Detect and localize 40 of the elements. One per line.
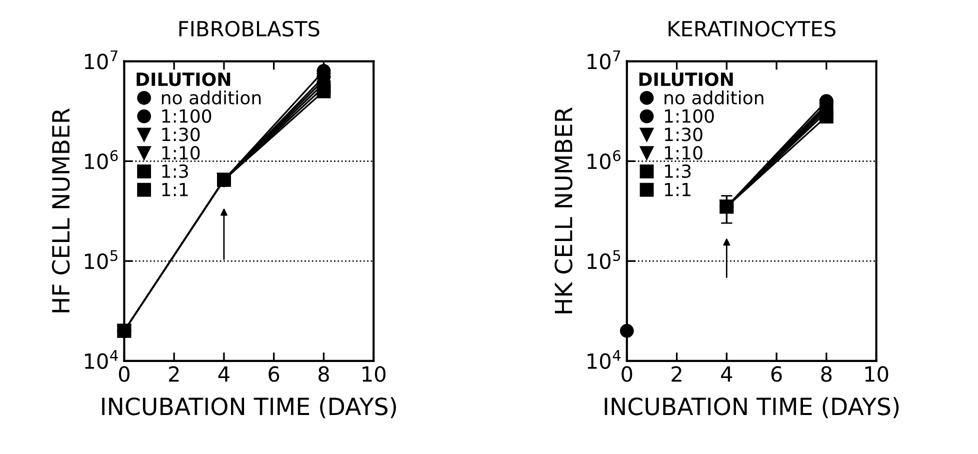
x-tick-label: 10 <box>865 366 888 382</box>
legend-label: 1:3 <box>162 164 188 178</box>
y-axis-title: HK CELL NUMBER <box>554 107 572 314</box>
legend-label: no addition <box>664 90 764 104</box>
legend-label: 1:100 <box>162 109 212 123</box>
y-tick-label: 10$^{7}$ <box>588 50 620 70</box>
x-tick-label: 2 <box>168 366 179 382</box>
x-tick-label: 6 <box>268 366 280 382</box>
x-tick-label: 0 <box>622 366 632 382</box>
x-tick-label: 6 <box>771 366 782 382</box>
x-tick-label: 8 <box>821 366 832 382</box>
x-tick-label: 0 <box>118 366 130 382</box>
legend-label: no addition <box>162 90 261 104</box>
y-tick-label: 10$^{5}$ <box>588 250 620 270</box>
y-tick-label: 10$^{7}$ <box>84 50 118 70</box>
x-tick-label: 10 <box>362 366 386 382</box>
legend-label: 1:10 <box>162 146 200 160</box>
chart-title: FIBROBLASTS <box>179 20 320 37</box>
legend-label: 1:30 <box>162 128 200 142</box>
legend-label: 1:30 <box>664 128 702 142</box>
x-tick-label: 8 <box>318 366 329 382</box>
y-tick-label: 10$^{5}$ <box>84 250 118 270</box>
y-tick-label: 10$^{4}$ <box>84 350 118 369</box>
chart-title: KERATINOCYTES <box>668 20 836 37</box>
x-tick-label: 4 <box>218 366 230 382</box>
y-tick-label: 10$^{6}$ <box>84 150 118 170</box>
x-tick-label: 4 <box>721 366 732 382</box>
legend-label: 1:1 <box>162 182 188 196</box>
legend-title: DILUTION <box>639 72 733 86</box>
x-axis-title: INCUBATION TIME (DAYS) <box>102 397 396 418</box>
x-axis-title: INCUBATION TIME (DAYS) <box>604 397 899 418</box>
legend-label: 1:100 <box>664 109 714 123</box>
y-tick-label: 10$^{6}$ <box>588 150 620 170</box>
legend-label: 1:3 <box>664 164 691 178</box>
legend-label: 1:10 <box>664 146 702 160</box>
y-axis-title: HF CELL NUMBER <box>52 108 70 312</box>
legend-label: 1:1 <box>664 182 690 196</box>
y-tick-label: 10$^{4}$ <box>588 350 621 369</box>
legend-title: DILUTION <box>136 72 230 86</box>
x-tick-label: 2 <box>672 366 682 382</box>
